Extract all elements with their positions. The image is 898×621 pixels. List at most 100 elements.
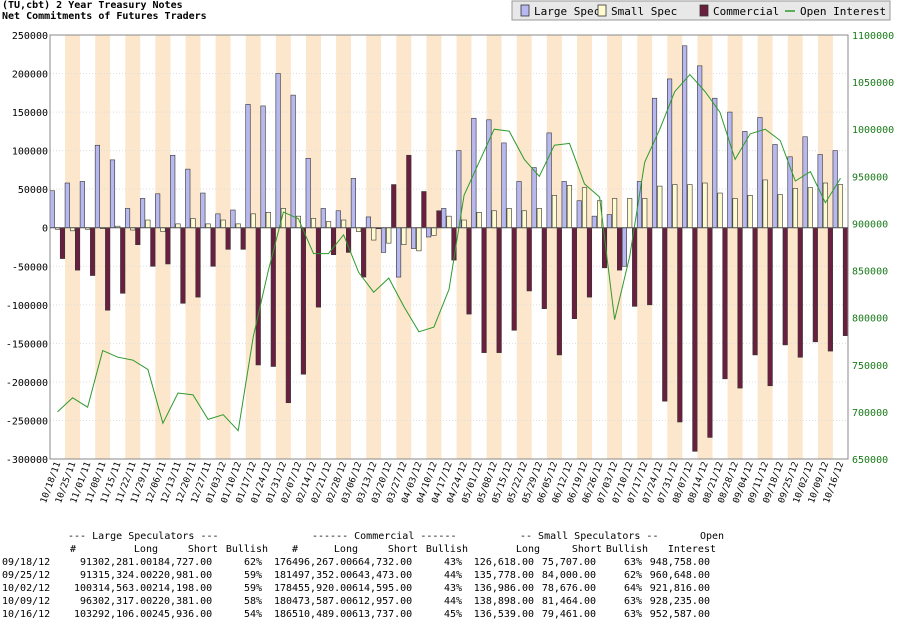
commercial-bar <box>466 227 472 315</box>
y-right-tick-label: 800000 <box>852 314 888 325</box>
commercial-bar <box>391 184 397 229</box>
commercial-bar <box>797 227 803 358</box>
commercial-bar <box>285 227 291 404</box>
cell-c-bullish: 43% <box>443 557 462 568</box>
small-spec-bar <box>672 184 678 229</box>
commercial-bar <box>571 227 577 319</box>
y-left-tick-label: 50000 <box>18 185 48 196</box>
cell-c-count: 176 <box>273 557 292 568</box>
large-spec-bar <box>441 208 447 229</box>
gridlines <box>50 34 848 460</box>
week-band <box>351 35 367 459</box>
cell-ls-bullish: 54% <box>243 609 262 620</box>
small-spec-bar <box>341 219 347 229</box>
large-spec-bar <box>275 73 281 229</box>
large-spec-bar <box>561 181 567 229</box>
commercial-bar <box>421 191 427 229</box>
cell-ls-count: 91 <box>79 570 92 581</box>
commercial-bar <box>120 227 126 294</box>
commercial-bar <box>330 227 337 256</box>
commercial-bar <box>105 227 111 311</box>
commercial-bar <box>541 227 547 309</box>
week-band <box>817 35 833 459</box>
small-spec-bar <box>807 187 813 229</box>
commercial-bar <box>586 227 593 298</box>
commercial-bar <box>632 227 638 307</box>
large-spec-bar <box>290 94 296 229</box>
y-right-tick-label: 1000000 <box>852 125 894 136</box>
y-left-tick-label: -100000 <box>6 301 48 312</box>
commercial-bar <box>210 227 216 267</box>
col-c-bullish: Bullish <box>425 544 468 555</box>
small-spec-bar <box>837 184 844 229</box>
cell-c-short: 614,595.00 <box>352 583 413 594</box>
cell-c-short: 613,737.00 <box>352 609 413 620</box>
row-date: 10/16/12 <box>2 609 51 620</box>
cell-ls-bullish: 59% <box>243 583 262 594</box>
cell-c-count: 181 <box>273 570 292 581</box>
week-band <box>516 35 532 459</box>
small-spec-bar <box>356 227 362 232</box>
col-ss-long: Long <box>515 544 540 555</box>
large-spec-bar <box>411 227 417 249</box>
cell-c-bullish: 44% <box>443 570 462 581</box>
small-spec-bar <box>175 223 181 229</box>
large-spec-bar <box>546 132 552 229</box>
table-row: 09/18/12 91302,281.00184,727.00 62% 176496,… <box>2 556 724 569</box>
commercial-bar <box>346 227 352 253</box>
commercial-bar <box>195 227 201 298</box>
cell-c-long: 497,352.00 <box>292 570 353 581</box>
week-band <box>170 35 186 459</box>
cell-ss-bullish: 64% <box>623 583 642 594</box>
cell-ls-long: 292,106.00 <box>92 609 153 620</box>
large-spec-bar <box>621 227 627 267</box>
commercial-bar <box>406 154 412 229</box>
y-left-tick-label: 100000 <box>12 147 48 158</box>
y-left-tick-label: -150000 <box>6 339 48 350</box>
small-spec-bar <box>461 219 467 229</box>
large-spec-bar <box>380 227 387 253</box>
cell-ls-bullish: 59% <box>243 570 262 581</box>
commercial-bar <box>812 227 818 343</box>
cell-open-interest: 928,235.00 <box>649 596 710 607</box>
y-right-tick-label: 1100000 <box>852 31 894 42</box>
large-spec-bar <box>305 158 311 229</box>
week-band <box>501 35 517 459</box>
cell-ls-short: 184,727.00 <box>152 557 213 568</box>
small-spec-bar <box>792 188 798 229</box>
cell-ss-long: 136,986.00 <box>473 583 534 594</box>
small-spec-bar <box>250 213 256 229</box>
commercial-bar <box>617 227 623 271</box>
commercial-bar <box>361 227 367 278</box>
cell-open-interest: 960,648.00 <box>649 570 710 581</box>
legend-swatch <box>520 4 530 17</box>
small-spec-bar <box>431 227 437 236</box>
week-band <box>110 35 126 459</box>
small-spec-bar <box>566 185 573 229</box>
cell-ss-bullish: 63% <box>623 557 642 568</box>
small-spec-bar <box>612 198 618 229</box>
chart-title: (TU,cbt) 2 Year Treasury Notes <box>2 0 183 11</box>
week-band <box>336 35 352 459</box>
legend: Large Spec Small Spec Commercial Open Inter… <box>511 0 891 21</box>
table-body: 09/18/12 91302,281.00184,727.00 62% 176496,… <box>2 556 724 621</box>
small-spec-bar <box>822 182 828 229</box>
y-left-tick-label: 150000 <box>12 108 48 119</box>
week-band <box>381 35 397 459</box>
cell-c-count: 180 <box>273 596 292 607</box>
commercial-bar <box>707 227 713 438</box>
week-band <box>200 35 216 459</box>
table-row: 10/09/12 96302,317.00220,381.00 58% 180473,… <box>2 595 724 608</box>
week-band <box>531 35 547 459</box>
commercial-bar <box>300 227 306 375</box>
small-spec-bar <box>747 195 753 229</box>
large-spec-bar <box>501 142 507 229</box>
week-band <box>230 35 246 459</box>
commercial-bar <box>74 227 81 271</box>
commercial-bar <box>255 227 261 366</box>
y-right-tick-label: 900000 <box>852 219 888 230</box>
large-spec-bar <box>682 45 688 229</box>
table-group-header-row: --- Large Speculators --- ------ Commerci… <box>2 530 724 543</box>
large-spec-bar <box>651 97 658 229</box>
open-interest-line <box>57 73 841 432</box>
